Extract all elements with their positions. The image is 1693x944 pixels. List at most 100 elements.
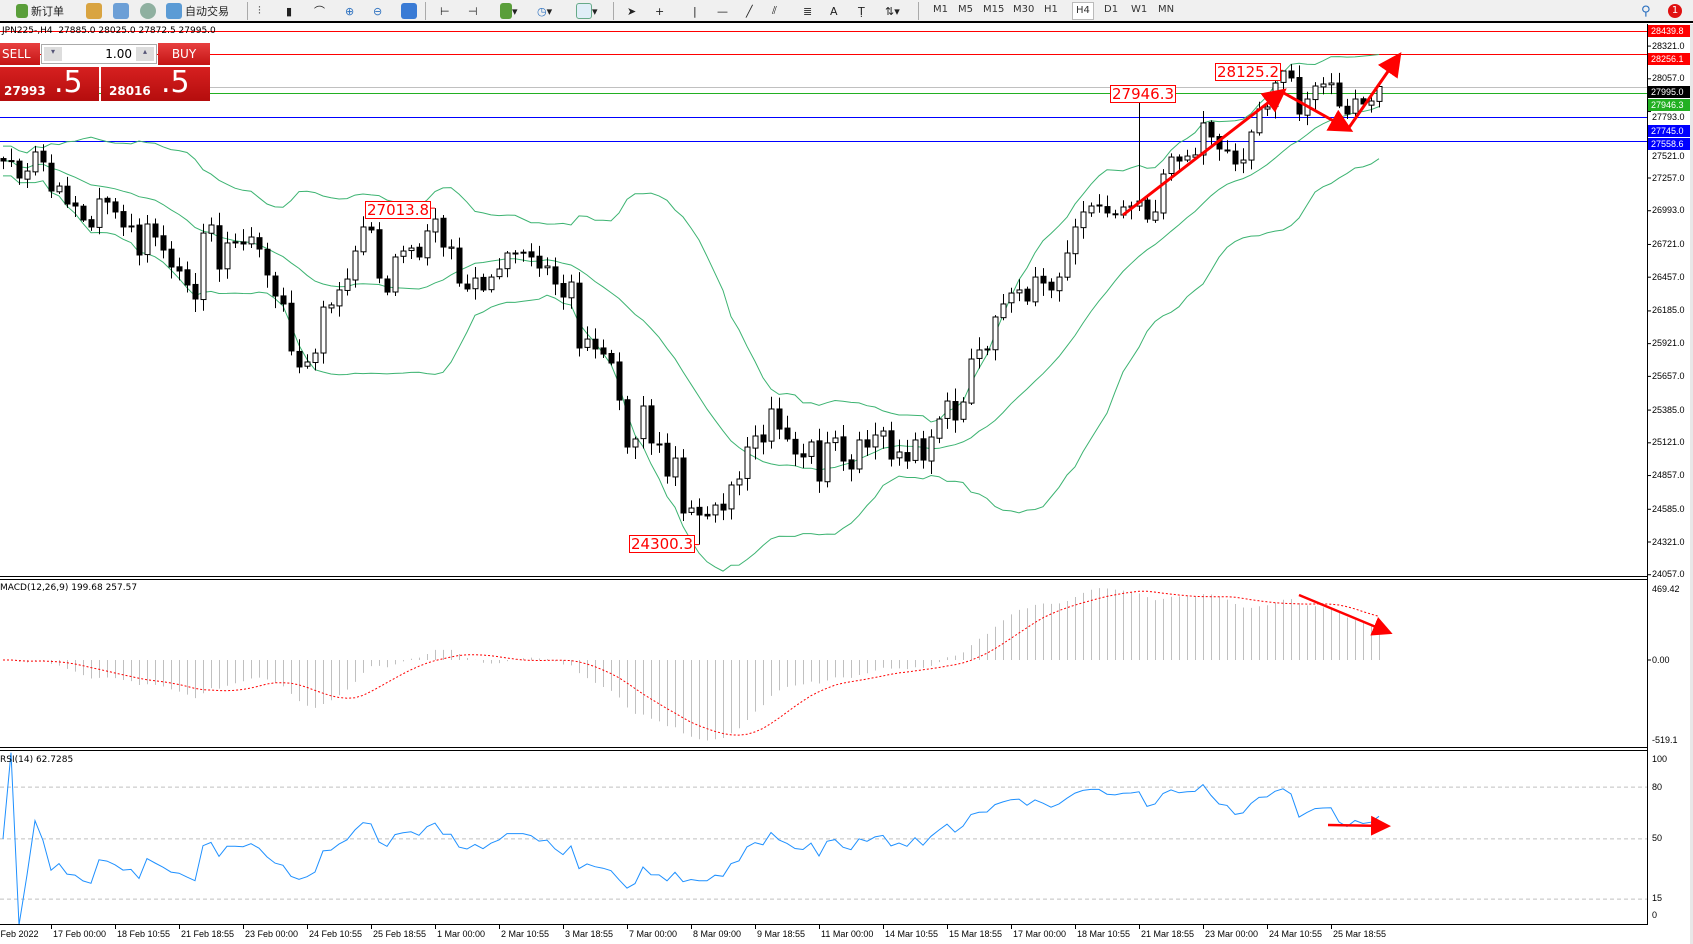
- time-axis-label: 17 Mar 00:00: [1013, 929, 1067, 939]
- price-axis-label: 26185.0: [1652, 305, 1685, 316]
- bar-chart-button[interactable]: ⫶: [258, 2, 261, 20]
- trendline-tool[interactable]: ╱: [746, 2, 753, 20]
- price-line-label: 27558.6: [1648, 137, 1690, 150]
- bearish-candle: [792, 438, 799, 455]
- cursor-tool[interactable]: ➤: [627, 2, 636, 20]
- timeframe-m15-button[interactable]: M15: [983, 4, 1005, 15]
- trend-arrow-up: [1122, 88, 1287, 217]
- time-axis-label: 25 Mar 18:55: [1333, 929, 1387, 939]
- bearish-candle: [624, 399, 631, 448]
- panel-divider[interactable]: [0, 747, 1647, 751]
- terminal-button[interactable]: [113, 2, 129, 20]
- bearish-candle: [576, 282, 583, 349]
- periods-button[interactable]: ◷ ▾: [537, 4, 553, 18]
- new-order-button[interactable]: 新订单: [16, 2, 64, 20]
- bullish-candle: [1064, 252, 1071, 278]
- horizontal-line-tool[interactable]: —: [717, 2, 728, 20]
- window-border: [1690, 24, 1693, 944]
- bullish-candle: [584, 338, 591, 348]
- crosshair-tool[interactable]: +: [655, 2, 664, 20]
- search-button[interactable]: ⚲: [1641, 2, 1651, 20]
- timeframe-h4-button[interactable]: H4: [1072, 2, 1094, 20]
- timeframe-m1-button[interactable]: M1: [933, 4, 948, 15]
- panel-divider[interactable]: [0, 576, 1647, 580]
- bullish-candle: [1248, 131, 1255, 161]
- auto-trading-button[interactable]: 自动交易: [166, 2, 229, 20]
- bearish-candle: [528, 251, 535, 258]
- lot-size-value[interactable]: 1.00: [105, 47, 132, 61]
- bearish-candle: [272, 275, 279, 297]
- bearish-candle: [120, 211, 127, 228]
- arrows-tool[interactable]: ⇅▾: [885, 2, 900, 20]
- price-axis-label: 26457.0: [1652, 271, 1685, 282]
- equidistant-channel-tool[interactable]: ⫽: [772, 2, 777, 20]
- text-tool[interactable]: A: [830, 2, 838, 20]
- zoom-out-button[interactable]: ⊖: [373, 2, 382, 20]
- autoscroll-icon: ⊣: [468, 4, 478, 18]
- line-chart-button[interactable]: ⌒: [314, 2, 325, 20]
- bearish-candle: [904, 452, 911, 462]
- bullish-candle: [936, 418, 943, 439]
- lot-size-stepper[interactable]: ▾ 1.00 ▴: [41, 44, 157, 64]
- bearish-candle: [104, 197, 111, 203]
- time-axis-label: 23 Feb 00:00: [245, 929, 299, 939]
- timeframe-h1-button[interactable]: H1: [1044, 4, 1058, 15]
- clock-icon: ◷: [537, 4, 547, 18]
- sell-price-button[interactable]: 27993 .5: [0, 66, 99, 101]
- bullish-candle: [632, 438, 639, 448]
- autoscroll-button[interactable]: ⊣: [468, 2, 478, 20]
- bullish-candle: [984, 348, 991, 351]
- lot-decrease-button[interactable]: ▾: [44, 47, 62, 61]
- notifications-button[interactable]: 1: [1668, 2, 1682, 20]
- timeframe-m30-button[interactable]: M30: [1013, 4, 1035, 15]
- fibonacci-tool[interactable]: ≣: [803, 2, 812, 20]
- time-axis-tick: [1203, 925, 1204, 929]
- bullish-candle: [744, 446, 751, 479]
- candlestick-button[interactable]: ▮: [286, 2, 292, 20]
- timeframe-w1-button[interactable]: W1: [1131, 4, 1148, 15]
- time-axis-label: 15 Mar 18:55: [949, 929, 1003, 939]
- bearish-candle: [288, 302, 295, 352]
- vertical-line-tool[interactable]: |: [693, 2, 697, 20]
- bearish-candle: [1232, 150, 1239, 165]
- sell-button[interactable]: SELL: [0, 43, 40, 65]
- bearish-candle: [416, 246, 423, 258]
- rsi-level-label: 15: [1652, 893, 1663, 903]
- indicators-button[interactable]: ▾: [500, 2, 518, 20]
- bearish-candle: [1224, 149, 1231, 152]
- bullish-candle: [400, 250, 407, 257]
- time-axis-label: 14 Mar 10:55: [885, 929, 939, 939]
- price-axis-label: 25121.0: [1652, 437, 1685, 448]
- vertical-line-icon: |: [693, 4, 697, 18]
- buy-button[interactable]: BUY: [158, 43, 210, 65]
- bearish-candle: [72, 202, 79, 207]
- crosshair-icon: +: [655, 4, 665, 18]
- rsi-level-label: 50: [1652, 833, 1663, 843]
- bearish-candle: [168, 248, 175, 268]
- macd-divergence-arrow: [1298, 593, 1393, 636]
- templates-button[interactable]: ▾: [576, 2, 598, 20]
- arrows-icon: ⇅▾: [885, 4, 900, 18]
- tile-windows-button[interactable]: [401, 2, 417, 20]
- bearish-candle: [848, 459, 855, 470]
- text-label-tool[interactable]: Ṭ: [858, 2, 865, 20]
- bullish-candle: [976, 349, 983, 359]
- bullish-candle: [512, 252, 519, 255]
- chart-shift-button[interactable]: ⊢: [440, 2, 450, 20]
- trendline-icon: ╱: [746, 4, 753, 18]
- time-axis-label: 23 Mar 00:00: [1205, 929, 1259, 939]
- new-order-label: 新订单: [31, 5, 64, 18]
- timeframe-mn-button[interactable]: MN: [1158, 4, 1175, 15]
- chart-shift-icon: ⊢: [440, 4, 450, 18]
- experts-button[interactable]: [86, 2, 102, 20]
- bearish-candle: [1096, 204, 1103, 207]
- macd-min-label: -519.1: [1652, 735, 1678, 745]
- macd-title: MACD(12,26,9) 199.68 257.57: [0, 583, 138, 593]
- buy-price-button[interactable]: 28016 .5: [101, 66, 210, 101]
- signals-button[interactable]: [140, 2, 156, 20]
- zoom-in-button[interactable]: ⊕: [345, 2, 354, 20]
- timeframe-m5-button[interactable]: M5: [958, 4, 973, 15]
- lot-increase-button[interactable]: ▴: [136, 47, 154, 61]
- timeframe-d1-button[interactable]: D1: [1104, 4, 1119, 15]
